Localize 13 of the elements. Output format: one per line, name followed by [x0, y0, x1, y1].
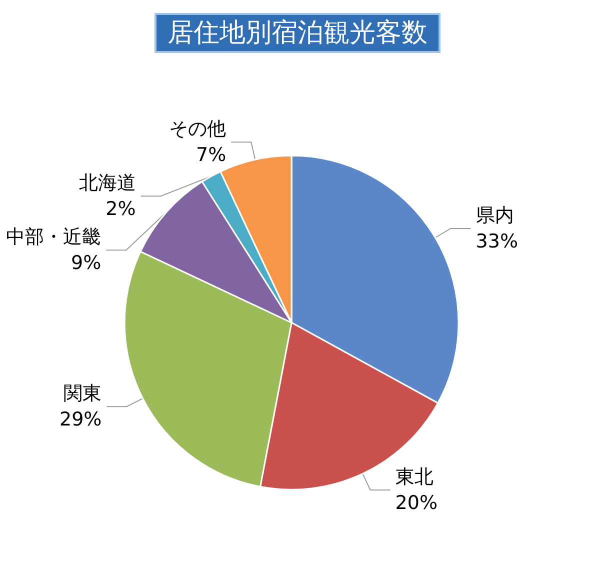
data-label: 20%	[395, 492, 438, 514]
slice-label: その他	[169, 118, 226, 140]
data-label: 7%	[196, 144, 226, 166]
chart-title: 居住地別宿泊観光客数	[168, 18, 428, 48]
data-label: 9%	[71, 252, 102, 274]
slice-label: 関東	[64, 382, 102, 405]
slice-label: 県内	[476, 204, 514, 226]
slice-label: 東北	[395, 466, 434, 488]
data-label: 29%	[60, 408, 102, 431]
slice-label: 中部・近畿	[6, 226, 102, 248]
data-label: 33%	[476, 230, 518, 252]
slice-label: 北海道	[78, 172, 136, 194]
data-label: 2%	[106, 198, 136, 220]
